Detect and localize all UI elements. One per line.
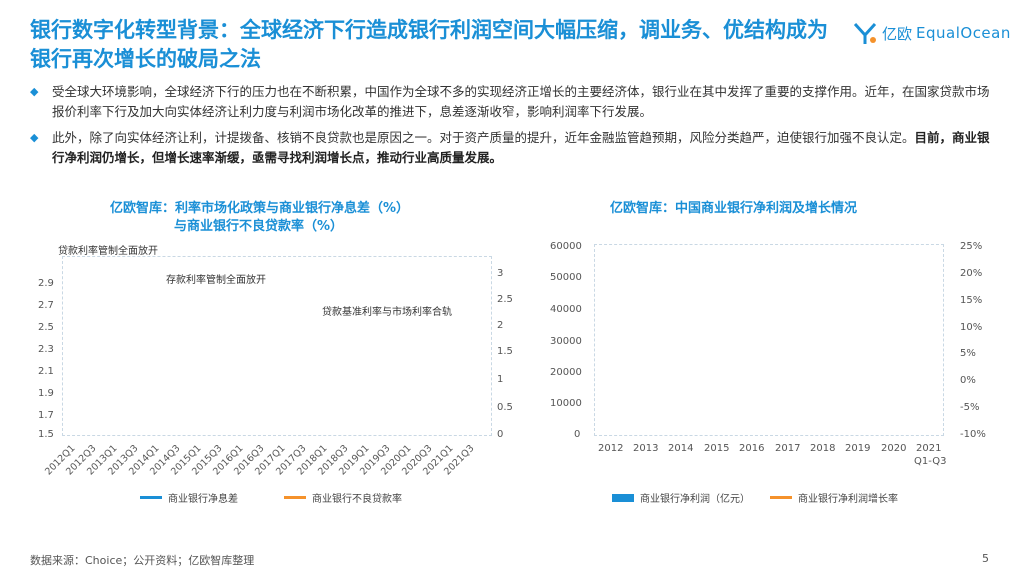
y-right-tick: 20% xyxy=(960,268,983,279)
legend-growth-label: 商业银行净利润增长率 xyxy=(798,494,898,505)
left-chart-title-2: 与商业银行不良贷款率（%） xyxy=(174,219,344,234)
legend-profit-label: 商业银行净利润（亿元） xyxy=(640,494,750,505)
y-left-tick: 1.7 xyxy=(38,410,54,421)
y-right-tick: 15% xyxy=(960,295,983,306)
x-tick: 2012 xyxy=(598,443,624,454)
bullet-2-text: 此外，除了向实体经济让利，计提拨备、核销不良贷款也是原因之一。对于资产质量的提升… xyxy=(52,128,990,168)
y-right-tick: 2 xyxy=(497,320,504,331)
x-tick: 2013 xyxy=(633,443,659,454)
bullet-1: ◆ 受全球大环境影响，全球经济下行的压力也在不断积累，中国作为全球不多的实现经济… xyxy=(30,82,990,122)
x-tick: 2017 xyxy=(775,443,801,454)
page-title: 银行数字化转型背景：全球经济下行造成银行利润空间大幅压缩，调业务、优结构成为银行… xyxy=(30,18,828,71)
y-right-tick: 2.5 xyxy=(497,294,513,305)
left-legend-npl: 商业银行不良贷款率 xyxy=(284,490,402,505)
right-legend-profit: 商业银行净利润（亿元） xyxy=(612,490,750,505)
logo-icon xyxy=(853,22,877,44)
y-right-tick: 1.5 xyxy=(497,346,513,357)
y-left-tick: 50000 xyxy=(550,272,582,283)
y-left-tick: 2.1 xyxy=(38,366,54,377)
diamond-icon: ◆ xyxy=(30,85,39,98)
logo-en: EqualOcean xyxy=(916,24,1011,42)
y-right-tick: 5% xyxy=(960,348,976,359)
annotation-deposit: 存款利率管制全面放开 xyxy=(166,275,266,286)
y-right-tick: 10% xyxy=(960,322,983,333)
y-right-tick: -10% xyxy=(960,429,986,440)
y-right-tick: 1 xyxy=(497,374,504,385)
y-left-tick: 2.9 xyxy=(38,278,54,289)
y-right-tick: 0 xyxy=(497,429,504,440)
left-chart-plot-placeholder xyxy=(62,256,492,436)
left-legend-nim: 商业银行净息差 xyxy=(140,490,238,505)
legend-npl-label: 商业银行不良贷款率 xyxy=(312,494,402,505)
x-tick: 2020 xyxy=(881,443,907,454)
legend-box-profit xyxy=(612,493,634,502)
x-tick-sub: Q1-Q3 xyxy=(914,456,947,467)
y-left-tick: 2.5 xyxy=(38,322,54,333)
bullet-2-bold: 目前，商业银行净利润仍增长，但增长速率渐缓，亟需寻找利润增长点，推动行业高质量发… xyxy=(52,130,990,165)
y-left-tick: 30000 xyxy=(550,336,582,347)
x-tick: 2016 xyxy=(739,443,765,454)
legend-nim-label: 商业银行净息差 xyxy=(168,494,238,505)
legend-line-nim xyxy=(140,496,162,499)
source-note: 数据来源：Choice；公开资料；亿欧智库整理 xyxy=(30,554,255,567)
y-left-tick: 10000 xyxy=(550,398,582,409)
right-legend-growth: 商业银行净利润增长率 xyxy=(770,490,898,505)
y-right-tick: 25% xyxy=(960,241,983,252)
y-left-tick: 60000 xyxy=(550,241,582,252)
y-left-tick: 20000 xyxy=(550,367,582,378)
y-left-tick: 40000 xyxy=(550,304,582,315)
logo-cn: 亿欧 xyxy=(882,24,913,43)
x-tick: 2015 xyxy=(704,443,730,454)
x-tick: 2019 xyxy=(845,443,871,454)
diamond-icon: ◆ xyxy=(30,131,39,144)
y-right-tick: 0.5 xyxy=(497,402,513,413)
y-left-tick: 2.7 xyxy=(38,300,54,311)
legend-line-npl xyxy=(284,496,306,499)
y-right-tick: 3 xyxy=(497,268,504,279)
x-tick: 2014 xyxy=(668,443,694,454)
y-left-tick: 2.3 xyxy=(38,344,54,355)
logo: 亿欧 EqualOcean xyxy=(852,20,1011,46)
bullet-2: ◆ 此外，除了向实体经济让利，计提拨备、核销不良贷款也是原因之一。对于资产质量的… xyxy=(30,128,990,168)
y-left-tick: 0 xyxy=(574,429,581,440)
y-left-tick: 1.5 xyxy=(38,429,54,440)
bullet-2-plain: 此外，除了向实体经济让利，计提拨备、核销不良贷款也是原因之一。对于资产质量的提升… xyxy=(52,130,915,145)
bullet-1-text: 受全球大环境影响，全球经济下行的压力也在不断积累，中国作为全球不多的实现经济正增… xyxy=(52,84,990,119)
right-chart-title: 亿欧智库：中国商业银行净利润及增长情况 xyxy=(610,201,858,216)
annotation-lpr: 贷款基准利率与市场利率合轨 xyxy=(322,307,452,318)
x-tick: 2021 xyxy=(916,443,942,454)
y-right-tick: -5% xyxy=(960,402,980,413)
legend-line-growth xyxy=(770,496,792,499)
annotation-loan: 贷款利率管制全面放开 xyxy=(58,246,158,257)
y-left-tick: 1.9 xyxy=(38,388,54,399)
page-number: 5 xyxy=(982,552,989,565)
left-chart-title-1: 亿欧智库：利率市场化政策与商业银行净息差（%） xyxy=(110,201,410,216)
y-right-tick: 0% xyxy=(960,375,976,386)
right-chart-plot-placeholder xyxy=(594,244,944,436)
x-tick: 2018 xyxy=(810,443,836,454)
